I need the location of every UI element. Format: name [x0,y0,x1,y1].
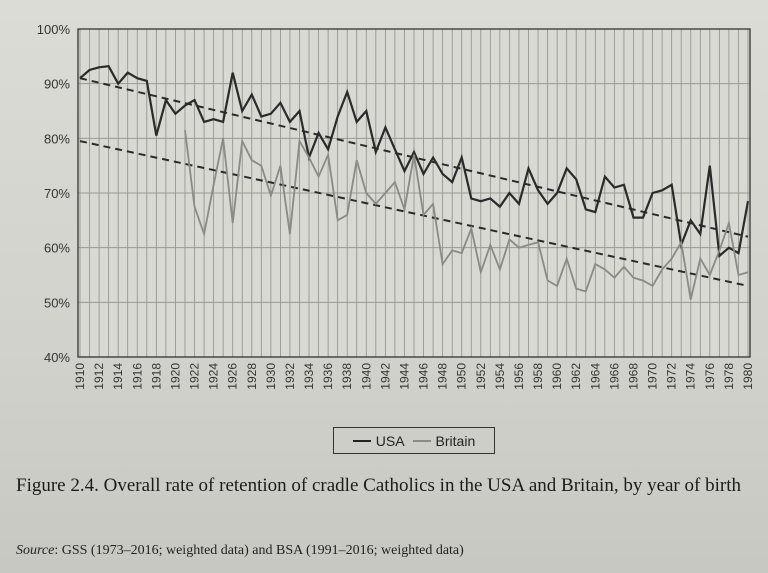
legend-item-usa: USA [352,432,405,449]
grid [78,28,750,358]
line-chart: 40%50%60%70%80%90%100% 1910 1912 1914 1916 1… [37,22,755,390]
x-tick-label: 1954 [493,363,507,390]
legend-label-usa: USA [375,432,405,449]
trend-lines [79,77,749,287]
legend-item-britain: Britain [412,432,476,449]
x-axis: 1910 1912 1914 1916 1918 1920 1922 1924 1926 1928… [73,363,755,390]
x-tick-label: 1934 [302,363,316,390]
y-tick-label: 80% [44,131,70,146]
x-tick-label: 1926 [226,363,240,390]
x-tick-label: 1928 [245,363,259,390]
x-tick-label: 1958 [531,363,545,390]
x-tick-label: 1950 [455,363,469,390]
plot-frame [77,28,751,358]
usa-trend-line [79,77,749,238]
legend-label-britain: Britain [435,432,476,449]
y-tick-label: 60% [44,241,70,256]
x-tick-label: 1970 [646,363,660,390]
y-tick-label: 70% [44,186,70,201]
usa-swatch-icon [352,439,371,442]
y-tick-label: 50% [44,295,70,310]
x-tick-label: 1920 [168,363,182,390]
x-tick-label: 1910 [73,363,87,390]
britain-trend-line [79,140,749,287]
y-tick-label: 90% [44,77,70,92]
legend: USA Britain [333,427,495,454]
figure-caption-text: Overall rate of retention of cradle Cath… [103,475,741,496]
x-tick-label: 1948 [436,363,450,390]
x-tick-label: 1924 [207,363,221,390]
x-tick-label: 1946 [417,363,431,390]
x-tick-label: 1936 [321,363,335,390]
britain-line [184,129,749,300]
y-tick-label: 40% [44,350,70,365]
x-tick-label: 1932 [283,363,297,390]
x-tick-label: 1916 [130,363,144,390]
x-tick-label: 1962 [569,363,583,390]
data-lines [79,65,750,300]
x-tick-label: 1918 [149,363,163,390]
x-tick-label: 1940 [359,363,373,390]
x-tick-label: 1966 [607,363,621,390]
x-tick-label: 1956 [512,363,526,390]
x-tick-label: 1972 [665,363,679,390]
figure-caption: Figure 2.4. Overall rate of retention of… [16,474,756,498]
y-tick-label: 100% [37,22,71,37]
x-tick-label: 1974 [684,363,698,390]
x-tick-label: 1968 [626,363,640,390]
x-tick-label: 1980 [741,363,755,390]
x-tick-label: 1964 [588,363,602,390]
britain-swatch-icon [412,439,431,442]
x-tick-label: 1922 [188,363,202,390]
x-tick-label: 1938 [340,363,354,390]
x-tick-label: 1952 [474,363,488,390]
x-tick-label: 1914 [111,363,125,390]
x-tick-label: 1944 [397,363,411,390]
source-note: Source: GSS (1973–2016; weighted data) a… [16,543,464,559]
x-tick-label: 1976 [703,363,717,390]
source-text: : GSS (1973–2016; weighted data) and BSA… [54,543,464,558]
x-tick-label: 1978 [722,363,736,390]
x-tick-label: 1912 [92,363,106,390]
x-tick-label: 1930 [264,363,278,390]
x-tick-label: 1942 [378,363,392,390]
x-tick-label: 1960 [550,363,564,390]
figure-label: Figure 2.4. [16,475,99,496]
source-label: Source [16,543,55,558]
y-axis: 40% 50% 60% 70% 80% 90% 100% [37,22,71,365]
